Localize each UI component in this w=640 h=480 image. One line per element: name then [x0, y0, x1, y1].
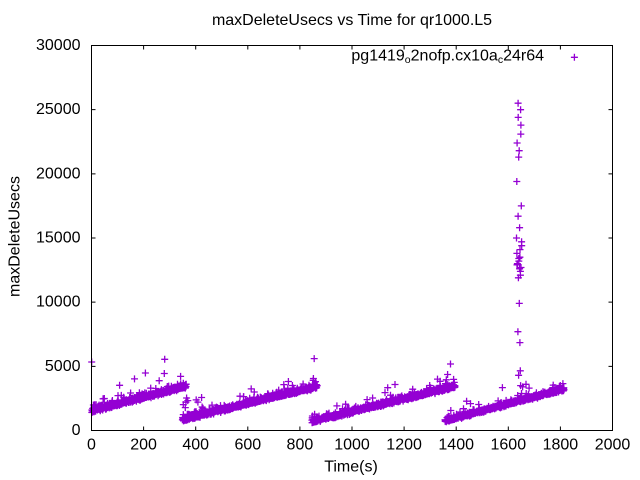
svg-text:200: 200	[130, 437, 157, 454]
svg-text:15000: 15000	[36, 230, 81, 247]
svg-text:1800: 1800	[543, 437, 579, 454]
svg-text:1000: 1000	[334, 437, 370, 454]
svg-text:800: 800	[287, 437, 314, 454]
svg-text:2000: 2000	[595, 437, 631, 454]
svg-text:20000: 20000	[36, 165, 81, 182]
svg-text:1600: 1600	[491, 437, 527, 454]
svg-text:25000: 25000	[36, 101, 81, 118]
svg-text:1400: 1400	[438, 437, 474, 454]
svg-text:600: 600	[234, 437, 261, 454]
svg-text:maxDeleteUsecs vs Time for qr1: maxDeleteUsecs vs Time for qr1000.L5	[212, 12, 492, 29]
svg-text:30000: 30000	[36, 37, 81, 54]
svg-text:400: 400	[182, 437, 209, 454]
svg-text:10000: 10000	[36, 294, 81, 311]
svg-text:5000: 5000	[45, 358, 81, 375]
svg-text:pg1419o2nofp.cx10ac24r64: pg1419o2nofp.cx10ac24r64	[351, 48, 544, 67]
svg-text:Time(s): Time(s)	[324, 459, 378, 476]
svg-text:0: 0	[87, 437, 96, 454]
svg-text:0: 0	[72, 422, 81, 439]
svg-text:1200: 1200	[386, 437, 422, 454]
svg-text:maxDeleteUsecs: maxDeleteUsecs	[7, 176, 24, 297]
